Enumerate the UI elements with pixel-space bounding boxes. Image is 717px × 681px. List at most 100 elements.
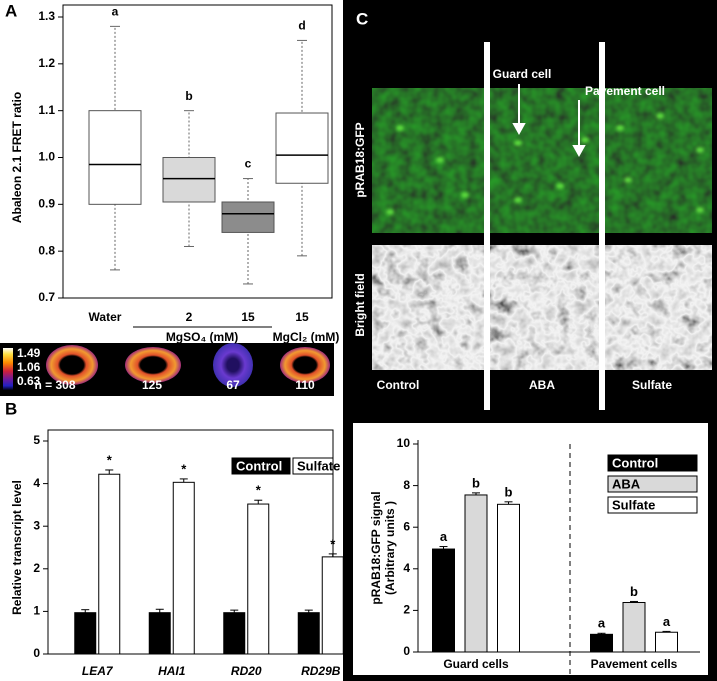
y-tick-label: 4 <box>33 476 40 490</box>
y-tick-label: 2 <box>403 603 410 617</box>
bar-label: * <box>330 536 336 551</box>
bar-label: b <box>630 584 638 599</box>
ratio-images <box>0 343 334 396</box>
annotation: Guard cell <box>493 67 552 81</box>
group-label: MgSO₄ (mM) <box>166 330 238 344</box>
colorbar-label: 0.63 <box>17 374 41 388</box>
y-tick-label: 1.3 <box>38 9 55 23</box>
annotation: Pavement cell <box>585 84 665 98</box>
box <box>162 157 216 203</box>
bar <box>655 631 678 653</box>
gfp-image <box>372 88 712 233</box>
sample-size: 67 <box>226 378 240 392</box>
cell-image <box>213 343 253 387</box>
bar <box>98 473 121 655</box>
group-label: MgCl₂ (mM) <box>273 330 340 344</box>
y-tick-label: 1.1 <box>38 103 55 117</box>
microscopy: Guard cell Pavement cell pRAB18:GFP Brig… <box>353 42 712 410</box>
sample-size: 110 <box>295 378 315 392</box>
significance-letter: c <box>245 157 252 171</box>
y-tick-label: 1 <box>33 604 40 618</box>
y-tick-label: 0.8 <box>38 243 55 257</box>
legend-label: Sulfate <box>612 497 655 512</box>
row-label: Bright field <box>353 273 367 336</box>
significance-letter: d <box>298 19 305 33</box>
colorbar <box>3 348 13 390</box>
box <box>275 112 329 184</box>
bar <box>464 494 488 653</box>
bar <box>432 548 455 653</box>
bar <box>590 633 613 653</box>
bar <box>247 503 270 655</box>
legend-swatch <box>607 496 698 514</box>
legend-label: Sulfate <box>297 458 340 473</box>
y-tick-label: 5 <box>33 433 40 447</box>
bar-label: * <box>256 483 262 498</box>
bar <box>297 612 320 655</box>
cell-image <box>46 345 98 385</box>
bar <box>172 481 195 655</box>
y-axis-label: Abaleon 2.1 FRET ratio <box>10 92 24 223</box>
bar-label: a <box>598 616 606 631</box>
y-axis-label: Relative transcript level <box>10 480 24 615</box>
row-label: pRAB18:GFP <box>353 122 367 197</box>
bar-label: b <box>505 484 513 499</box>
bar-label: * <box>107 452 113 467</box>
y-tick-label: 8 <box>403 478 410 492</box>
legend-label: Control <box>612 455 658 470</box>
legend-label: ABA <box>612 476 641 491</box>
x-tick-label: HAI1 <box>158 664 186 678</box>
significance-letter: b <box>185 89 192 103</box>
legend-swatch <box>607 475 698 493</box>
x-tick-label: RD29B <box>301 664 341 678</box>
y-tick-label: 0.9 <box>38 197 55 211</box>
bar-label: a <box>440 529 448 544</box>
sample-size: n = 308 <box>34 378 75 392</box>
x-tick-label: 15 <box>295 310 309 324</box>
bright-field-image <box>372 245 712 370</box>
bar-label: a <box>663 614 671 629</box>
significance-letter: a <box>112 5 119 19</box>
bar <box>497 503 520 653</box>
sample-size: 125 <box>142 378 162 392</box>
legend-label: Control <box>236 458 282 473</box>
arrow-head <box>572 145 586 158</box>
x-tick-label: Guard cells <box>443 657 509 671</box>
box <box>88 110 142 205</box>
column-label: Control <box>377 378 420 392</box>
column-label: Sulfate <box>632 378 672 392</box>
y-axis-label: pRAB18:GFP signal <box>369 491 383 604</box>
arrow-head <box>512 123 526 136</box>
bar <box>74 612 97 655</box>
x-tick-label: Pavement cells <box>591 657 678 671</box>
y-tick-label: 3 <box>33 518 40 532</box>
colorbar-label: 1.49 <box>17 346 41 360</box>
bar <box>622 601 646 653</box>
y-tick-label: 1.2 <box>38 56 55 70</box>
y-tick-label: 10 <box>397 436 411 450</box>
guard-cells <box>386 113 704 215</box>
bar <box>148 612 171 655</box>
y-tick-label: 0 <box>33 646 40 660</box>
bar <box>321 556 344 655</box>
y-tick-label: 0 <box>403 644 410 658</box>
plot-frame <box>62 4 333 299</box>
legend-swatch <box>231 457 291 475</box>
box <box>221 201 275 233</box>
separator <box>484 42 490 410</box>
y-axis-label: (Arbitrary units ) <box>383 501 397 595</box>
legend-swatch <box>607 454 698 472</box>
x-tick-label: LEA7 <box>82 664 114 678</box>
panel-label: C <box>356 9 368 28</box>
x-tick-label: RD20 <box>231 664 262 678</box>
colorbar-label: 1.06 <box>17 360 41 374</box>
x-tick-label: 2 <box>186 310 193 324</box>
y-tick-label: 6 <box>403 519 410 533</box>
y-tick-label: 1.0 <box>38 150 55 164</box>
panel-label: B <box>5 399 17 418</box>
x-tick-label: Water <box>89 310 122 324</box>
bar <box>223 612 246 655</box>
cell-image <box>125 347 181 383</box>
x-tick-label: 15 <box>241 310 255 324</box>
